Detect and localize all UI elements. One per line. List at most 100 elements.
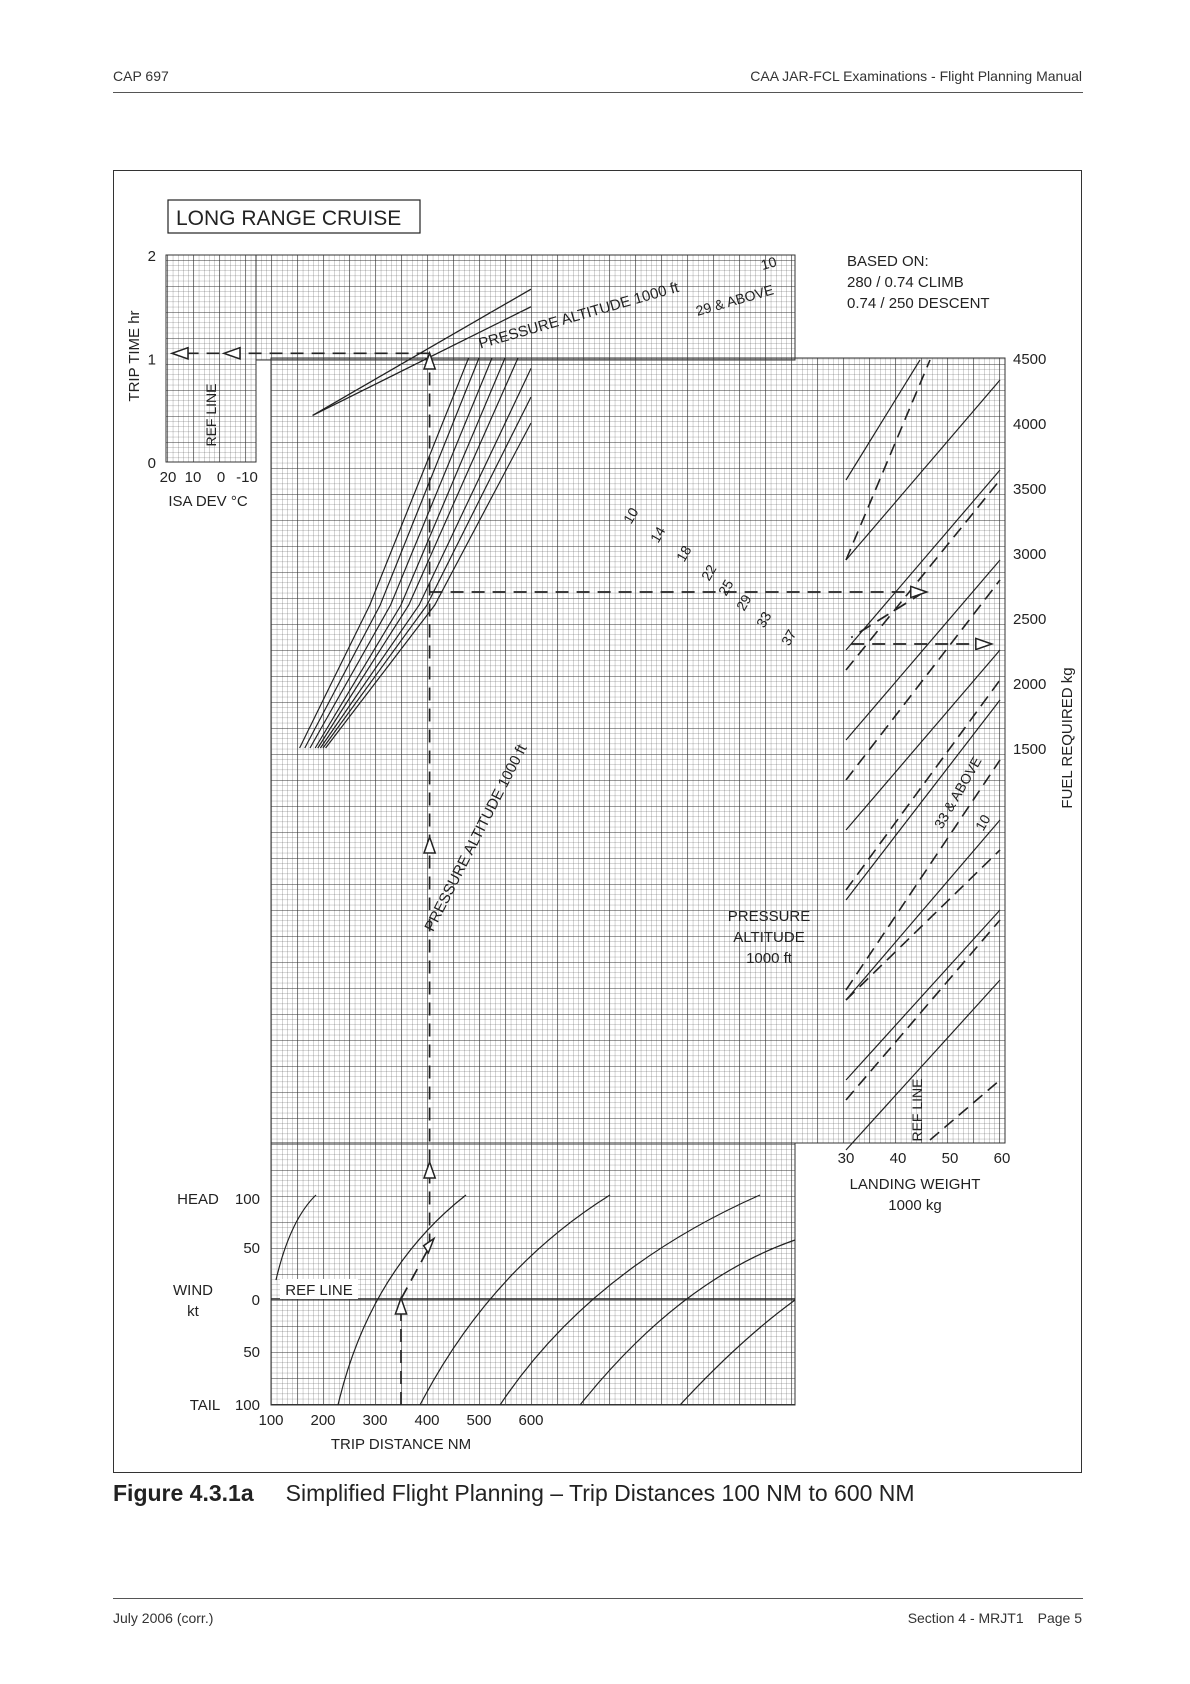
fuel-curve-10 xyxy=(299,357,470,749)
wind-label: WIND xyxy=(173,1282,213,1299)
time-tick-label: 2 xyxy=(148,248,156,265)
weight-line-1 xyxy=(845,699,1001,901)
weight-tick-label: 30 xyxy=(838,1150,855,1167)
weight-line-6 xyxy=(845,359,921,481)
arrow-fuel-result xyxy=(975,637,995,651)
chart-title-box: LONG RANGE CRUISE xyxy=(167,199,421,234)
fuel-curve-22 xyxy=(314,357,506,749)
wind-curve-1 xyxy=(337,1194,467,1406)
weight-dash-5 xyxy=(845,359,931,561)
example-wind-correction xyxy=(400,1246,431,1300)
wind-curve-0 xyxy=(275,1194,317,1281)
wind-curve-5 xyxy=(679,1299,796,1406)
weight-dash-6 xyxy=(845,849,1001,1001)
fuel-tick-label: 2000 xyxy=(1013,676,1046,693)
fuel-axis-label: FUEL REQUIRED kg xyxy=(1059,667,1076,808)
weight-dash-1 xyxy=(845,759,1001,991)
fuel-tick-label: 4000 xyxy=(1013,416,1046,433)
time-tick-label: 0 xyxy=(148,455,156,472)
arrow-time-1 xyxy=(221,346,241,360)
figure-caption: Figure 4.3.1a Simplified Flight Planning … xyxy=(113,1480,915,1507)
isa-axis-label: ISA DEV °C xyxy=(168,493,248,510)
isa-tick-label: 20 xyxy=(160,469,177,486)
pressure-label-1: ALTITUDE xyxy=(733,929,804,946)
arrow-ground xyxy=(422,1159,437,1179)
footer-section-page: Section 4 - MRJT1 Page 5 xyxy=(908,1610,1082,1626)
weight-dash-4 xyxy=(845,479,1001,671)
footer-section: Section 4 - MRJT1 xyxy=(907,1610,1024,1626)
weight-line-5 xyxy=(845,379,1001,561)
wind-tail-label: TAIL xyxy=(190,1397,221,1414)
x-tick-label: 100 xyxy=(258,1412,283,1429)
fuel-tick-label: 3500 xyxy=(1013,481,1046,498)
wind-tick-label: 100 xyxy=(235,1191,260,1208)
time-line-0 xyxy=(312,288,532,416)
fuel-altitude-label: 33 xyxy=(753,609,775,631)
arrow-fuel xyxy=(422,834,437,854)
pressure-label-0: PRESSURE xyxy=(728,908,811,925)
wind-curve-2 xyxy=(419,1194,611,1406)
isa-tick-label: 10 xyxy=(185,469,202,486)
x-tick-label: 300 xyxy=(362,1412,387,1429)
x-tick-label: 200 xyxy=(310,1412,335,1429)
wind-curve-3 xyxy=(499,1194,761,1406)
grid-top-panel xyxy=(255,254,796,361)
weight-tick-label: 40 xyxy=(890,1150,907,1167)
example-weight-diag xyxy=(850,591,925,639)
weight-tick-label: 60 xyxy=(994,1150,1011,1167)
wind-tick-label: 50 xyxy=(243,1344,260,1361)
figure-caption-text: Simplified Flight Planning – Trip Distan… xyxy=(285,1480,915,1506)
grid-time-panel xyxy=(165,254,257,463)
weight-dash-0 xyxy=(845,919,1001,1101)
time-tick-label: 1 xyxy=(148,352,156,369)
fuel-altitude-label: 18 xyxy=(673,543,695,565)
time-axis-label: TRIP TIME hr xyxy=(126,310,143,401)
wind-ref-line-label: REF LINE xyxy=(285,1282,353,1299)
fuel-curve-25 xyxy=(317,357,519,749)
wind-tick-label: 0 xyxy=(252,1292,260,1309)
wind-tick-label: 50 xyxy=(243,1240,260,1257)
weight-line-3 xyxy=(845,559,1001,741)
weight-line-2 xyxy=(845,649,1001,831)
based-on-line-3: 0.74 / 250 DESCENT xyxy=(847,295,990,312)
weight-curve-label-10: 10 xyxy=(972,812,994,834)
header-rule xyxy=(113,92,1083,93)
arrow-time-2 xyxy=(169,346,189,360)
fuel-altitude-label: 37 xyxy=(778,627,800,649)
curves xyxy=(271,288,1001,1406)
fuel-tick-label: 3000 xyxy=(1013,546,1046,563)
based-on-line-1: BASED ON: xyxy=(847,253,929,270)
x-tick-label: 500 xyxy=(466,1412,491,1429)
weight-dash-3 xyxy=(845,579,1001,781)
wind-tick-label: 100 xyxy=(235,1397,260,1414)
figure-number: Figure 4.3.1a xyxy=(113,1480,254,1506)
pressure-label-2: 1000 ft xyxy=(746,950,793,967)
header-doc-id: CAP 697 xyxy=(113,68,169,84)
weight-dash-2 xyxy=(845,679,1001,891)
weight-axis-label-1: LANDING WEIGHT xyxy=(850,1176,981,1193)
arrow-time xyxy=(422,350,437,370)
fuel-curve-18 xyxy=(309,357,493,749)
header-doc-title: CAA JAR-FCL Examinations - Flight Planni… xyxy=(750,68,1082,84)
wind-curve-4 xyxy=(579,1239,796,1406)
fuel-curve-37 xyxy=(325,422,532,749)
weight-line-7 xyxy=(845,909,1001,1081)
fuel-altitude-label: 29 xyxy=(733,592,755,614)
wind-head-label: HEAD xyxy=(177,1191,219,1208)
fuel-tick-label: 1500 xyxy=(1013,741,1046,758)
footer-date: July 2006 (corr.) xyxy=(113,1610,214,1626)
fuel-curve-33 xyxy=(322,396,532,749)
fuel-tick-label: 2500 xyxy=(1013,611,1046,628)
wind-unit-label: kt xyxy=(187,1303,200,1320)
worked-example-path xyxy=(169,346,995,1405)
fuel-curve-29 xyxy=(319,368,532,749)
grid-main-panel xyxy=(270,357,1006,1144)
arrow-wind xyxy=(422,1236,436,1255)
chart-title: LONG RANGE CRUISE xyxy=(176,207,401,230)
time-line-1 xyxy=(312,306,532,417)
time-line-label-10: 10 xyxy=(759,253,779,273)
arrow-distance xyxy=(394,1295,408,1315)
weight-line-4 xyxy=(845,469,1001,651)
weight-ref-line-label: REF LINE xyxy=(909,1078,925,1141)
